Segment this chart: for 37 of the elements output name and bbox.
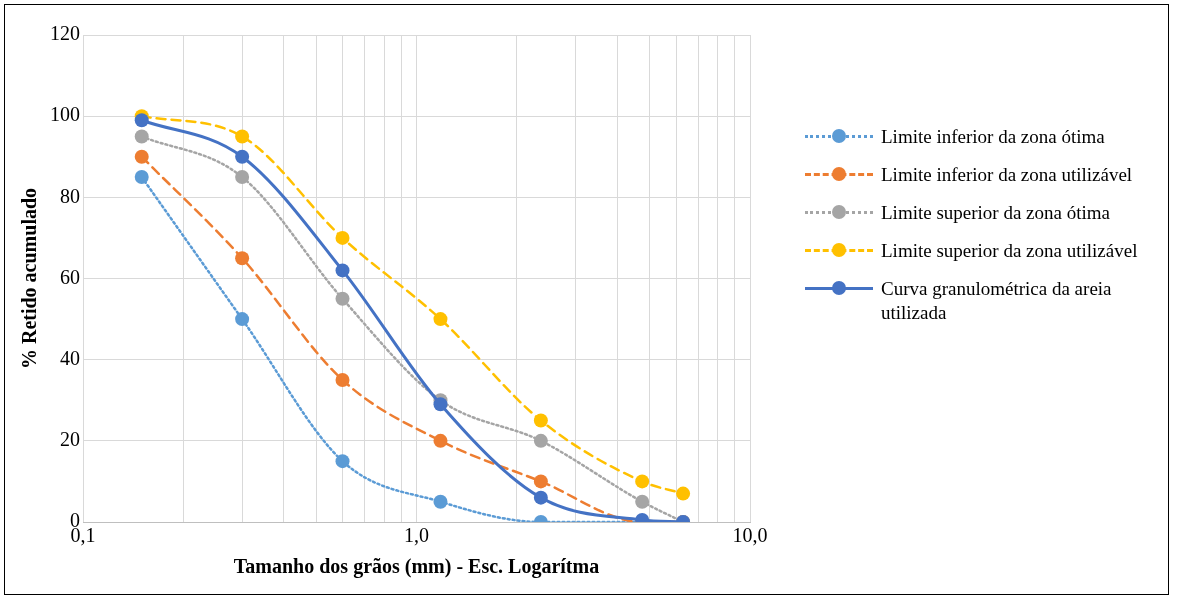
y-tick-label: 100 (50, 103, 80, 126)
point (533, 474, 548, 489)
point (433, 397, 448, 412)
point (235, 170, 250, 185)
point (335, 230, 350, 245)
y-tick-label: 20 (60, 428, 80, 451)
legend-label: Limite inferior da zona ótima (881, 125, 1105, 149)
y-tick-label: 80 (60, 184, 80, 207)
point (134, 170, 149, 185)
point (433, 312, 448, 327)
point (235, 149, 250, 164)
point (134, 149, 149, 164)
legend-label: Limite inferior da zona utilizável (881, 163, 1133, 187)
point (533, 413, 548, 428)
point (335, 454, 350, 469)
x-tick-label: 10,0 (732, 524, 768, 547)
point (235, 129, 250, 144)
x-axis-title: Tamanho dos grãos (mm) - Esc. Logarítma (233, 555, 600, 579)
y-axis-title: % Retido acumulado (18, 187, 41, 370)
y-tick-label: 120 (50, 22, 80, 45)
y-tick-label: 40 (60, 346, 80, 369)
point (433, 433, 448, 448)
point (335, 372, 350, 387)
point (533, 490, 548, 505)
point (235, 312, 250, 327)
point (335, 263, 350, 278)
point (134, 113, 149, 128)
legend-label: Limite superior da zona utilizável (881, 239, 1138, 263)
point (134, 129, 149, 144)
point (533, 433, 548, 448)
y-tick-label: 60 (60, 265, 80, 288)
point (335, 291, 350, 306)
point (433, 494, 448, 509)
x-tick-label: 1,0 (404, 524, 429, 547)
legend-label: Curva granulométrica da areia utilizada (881, 277, 1113, 325)
legend-label: Limite superior da zona ótima (881, 201, 1110, 225)
point (235, 251, 250, 266)
